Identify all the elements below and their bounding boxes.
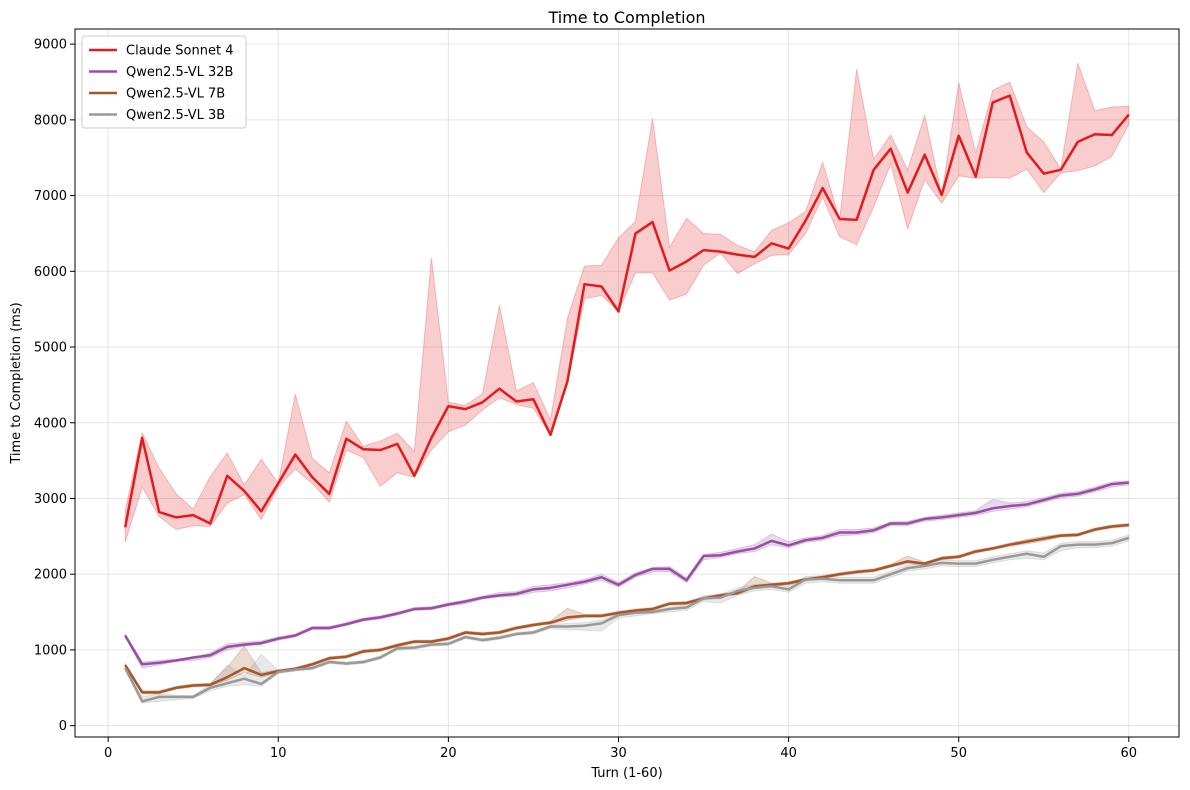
x-tick-label: 0 (104, 746, 112, 761)
line-qwen2-5-vl-32b (124, 481, 1129, 666)
x-tick-label: 50 (950, 746, 967, 761)
y-tick-label: 3000 (34, 492, 67, 507)
legend-label: Claude Sonnet 4 (126, 44, 233, 59)
chart-title: Time to Completion (547, 8, 705, 27)
x-tick-label: 60 (1121, 746, 1138, 761)
plot-frame (74, 28, 1180, 738)
band-claude-sonnet-4 (124, 62, 1130, 543)
x-tick-label: 10 (270, 746, 287, 761)
y-axis-label: Time to Completion (ms) (9, 302, 24, 464)
y-tick-label: 5000 (34, 341, 67, 356)
y-tick-label: 0 (59, 719, 67, 734)
band-qwen2-5-vl-3b (124, 534, 1130, 704)
y-tick-label: 9000 (34, 38, 67, 53)
x-tick-label: 20 (440, 746, 457, 761)
y-tick-label: 4000 (34, 416, 67, 431)
x-axis-label: Turn (1-60) (590, 766, 662, 781)
x-tick-label: 30 (610, 746, 627, 761)
legend-label: Qwen2.5-VL 7B (126, 87, 225, 102)
legend-label: Qwen2.5-VL 32B (126, 65, 233, 80)
x-tick-label: 40 (780, 746, 797, 761)
y-tick-label: 2000 (34, 568, 67, 583)
legend: Claude Sonnet 4 Qwen2.5-VL 32B Qwen2.5-VL … (81, 35, 247, 129)
series-lines (123, 94, 1130, 703)
y-axis: 0 1000 2000 3000 4000 5000 6000 7000 8000 9000 (34, 38, 75, 734)
y-tick-label: 7000 (34, 189, 67, 204)
y-tick-label: 1000 (34, 643, 67, 658)
line-claude-sonnet-4 (123, 94, 1130, 528)
line-qwen2-5-vl-3b (124, 536, 1130, 703)
y-tick-label: 6000 (34, 265, 67, 280)
legend-box (81, 35, 247, 129)
legend-label: Qwen2.5-VL 3B (126, 108, 225, 123)
y-tick-label: 8000 (34, 113, 67, 128)
x-axis: 0 10 20 30 40 50 60 (104, 737, 1137, 761)
